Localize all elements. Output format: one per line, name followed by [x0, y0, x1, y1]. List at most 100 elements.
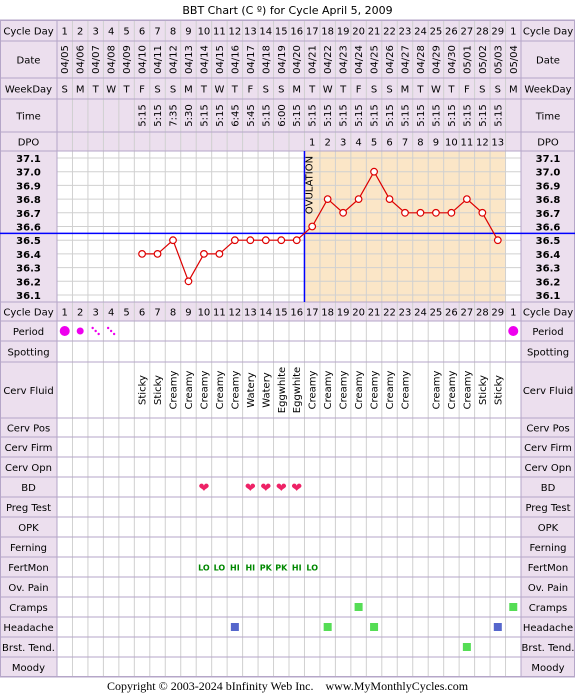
fertmon-label: PK	[275, 564, 288, 573]
dpo-label: 1	[309, 138, 315, 149]
row-label-right-period: Period	[532, 327, 563, 338]
time-label: 5:15	[308, 104, 319, 126]
y-tick-label-left: 36.9	[16, 181, 41, 192]
cerv-fluid-label: Creamy	[447, 371, 458, 410]
y-tick-label-right: 36.8	[536, 195, 561, 206]
cycle-day-label: 11	[213, 27, 226, 38]
temperature-point	[493, 236, 502, 245]
cerv-fluid-label: Sticky	[153, 375, 164, 405]
cerv-fluid-label: Creamy	[401, 371, 412, 410]
temperature-point	[308, 222, 317, 231]
date-label: 04/08	[107, 45, 118, 74]
date-label: 04/25	[370, 45, 381, 74]
weekday-label: S	[479, 85, 485, 96]
weekday-label: W	[323, 85, 333, 96]
cycle-day-label-bottom: 2	[77, 308, 83, 319]
cerv-fluid-label: Creamy	[169, 371, 180, 410]
cerv-fluid-label: Creamy	[323, 371, 334, 410]
y-tick-label-right: 36.3	[536, 264, 561, 275]
weekday-label: S	[170, 85, 176, 96]
label-bg-left-cramps	[0, 597, 57, 617]
label-bg-left-cerv_firm	[0, 437, 57, 457]
cycle-day-label: 3	[92, 27, 98, 38]
temperature-point	[261, 236, 270, 245]
cerv-fluid-label: Creamy	[431, 371, 442, 410]
period-heavy-marker	[59, 326, 70, 336]
row-label-left-weekday: WeekDay	[5, 85, 52, 96]
weekday-label: T	[123, 85, 131, 96]
time-label: 5:30	[184, 104, 195, 126]
cycle-day-label: 6	[139, 27, 145, 38]
cycle-day-label-bottom: 7	[154, 308, 160, 319]
y-tick-label-right: 36.6	[536, 223, 561, 234]
temperature-point	[478, 208, 487, 217]
temperature-point	[354, 195, 363, 204]
weekday-label: F	[464, 85, 470, 96]
weekday-label: S	[62, 85, 68, 96]
temperature-point	[200, 249, 208, 258]
row-label-left-period: Period	[13, 327, 44, 338]
y-tick-label-left: 36.7	[16, 209, 41, 220]
cycle-day-label: 29	[491, 27, 504, 38]
cerv-fluid-label: Creamy	[230, 371, 241, 410]
weekday-label: T	[231, 85, 239, 96]
bd-heart-icon: ❤	[276, 481, 287, 496]
weekday-label: M	[184, 85, 193, 96]
y-tick-label-left: 36.1	[16, 291, 41, 302]
time-label: 5:15	[199, 104, 210, 126]
dpo-label: 6	[386, 138, 392, 149]
row-label-right-cerv_firm: Cerv Firm	[524, 443, 572, 454]
label-bg-left-cerv_pos	[0, 418, 57, 437]
row-label-left-dpo: DPO	[18, 138, 40, 149]
row-label-left-cramps: Cramps	[9, 603, 48, 614]
cycle-day-label: 7	[154, 27, 160, 38]
fertmon-label: HI	[245, 564, 255, 573]
cycle-day-label: 21	[368, 27, 381, 38]
label-bg-left-opk	[0, 517, 57, 537]
label-bg-right-ferning	[521, 537, 575, 557]
period-medium-marker	[76, 327, 84, 335]
ovulation-label: OVULATION	[304, 156, 315, 214]
temperature-point	[184, 277, 193, 286]
headache-marker	[323, 623, 332, 631]
date-label: 04/13	[184, 45, 195, 74]
temperature-point	[169, 236, 177, 245]
dpo-label: 5	[371, 138, 377, 149]
cycle-day-label: 1	[510, 27, 516, 38]
dpo-label: 2	[324, 138, 330, 149]
cycle-day-label: 9	[185, 27, 191, 38]
cerv-fluid-label: Creamy	[215, 371, 226, 410]
cycle-day-label-bottom: 26	[445, 308, 458, 319]
row-label-left-headache: Headache	[3, 623, 53, 634]
cerv-fluid-label: Creamy	[184, 371, 195, 410]
label-bg-right-temp	[521, 151, 575, 302]
cycle-day-label-bottom: 13	[244, 308, 257, 319]
dpo-label: 9	[433, 138, 439, 149]
cycle-day-label: 5	[123, 27, 129, 38]
row-label-left-cerv_opn: Cerv Opn	[5, 463, 52, 474]
cycle-day-label-bottom: 5	[123, 308, 129, 319]
weekday-label: M	[76, 85, 85, 96]
row-label-right-ferning: Ferning	[529, 543, 566, 554]
temperature-point	[153, 249, 162, 258]
weekday-label: S	[263, 85, 269, 96]
cycle-day-label: 17	[306, 27, 319, 38]
weekday-label: S	[154, 85, 160, 96]
weekday-label: T	[92, 85, 100, 96]
row-band-weekday	[0, 78, 575, 99]
row-band-cycle1	[0, 20, 575, 41]
dpo-label: 3	[340, 138, 346, 149]
row-label-left-cerv_firm: Cerv Firm	[5, 443, 53, 454]
period-light-dot	[112, 332, 116, 336]
weekday-label: M	[292, 85, 301, 96]
dpo-label: 10	[445, 138, 458, 149]
cycle-day-label-bottom: 4	[108, 308, 114, 319]
time-label: 5:15	[401, 104, 412, 126]
time-label: 5:15	[354, 104, 365, 126]
label-bg-right-spotting	[521, 341, 575, 362]
row-label-right-opk: OPK	[538, 523, 559, 534]
temperature-point	[277, 236, 286, 245]
temperature-point	[138, 249, 146, 258]
y-tick-label-right: 37.1	[536, 154, 561, 165]
